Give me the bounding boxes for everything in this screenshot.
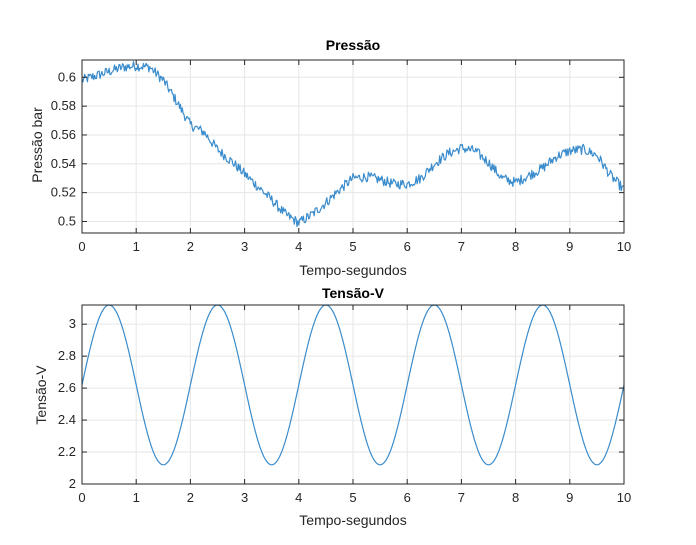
voltage-y-tick-label: 2.8 <box>58 348 76 363</box>
pressure-x-tick-label: 7 <box>458 239 465 254</box>
pressure-x-tick-label: 5 <box>349 239 356 254</box>
voltage-x-tick-label: 4 <box>295 490 302 505</box>
voltage-x-tick-label: 7 <box>458 490 465 505</box>
pressure-chart-title: Pressão <box>326 37 380 53</box>
pressure-series-line <box>81 60 625 228</box>
pressure-x-tick-label: 10 <box>617 239 631 254</box>
voltage-x-tick-label: 10 <box>617 490 631 505</box>
pressure-y-tick-label: 0.52 <box>51 185 76 200</box>
voltage-y-tick-label: 2 <box>69 476 76 491</box>
voltage-x-tick-label: 0 <box>78 490 85 505</box>
pressure-y-tick-label: 0.54 <box>51 156 76 171</box>
voltage-y-tick-label: 2.6 <box>58 380 76 395</box>
pressure-x-tick-label: 3 <box>241 239 248 254</box>
voltage-x-tick-label: 9 <box>566 490 573 505</box>
voltage-x-tick-label: 8 <box>512 490 519 505</box>
pressure-x-tick-label: 1 <box>133 239 140 254</box>
pressure-x-tick-label: 8 <box>512 239 519 254</box>
voltage-chart-title: Tensão-V <box>322 285 385 301</box>
voltage-y-axis-label: Tensão-V <box>33 365 49 425</box>
voltage-x-axis-label: Tempo-segundos <box>299 512 406 528</box>
pressure-y-tick-label: 0.56 <box>51 127 76 142</box>
voltage-x-tick-label: 5 <box>349 490 356 505</box>
pressure-x-axis-label: Tempo-segundos <box>299 262 406 278</box>
voltage-series-line <box>81 304 625 466</box>
pressure-y-tick-label: 0.6 <box>58 69 76 84</box>
pressure-x-tick-label: 4 <box>295 239 302 254</box>
voltage-x-tick-label: 3 <box>241 490 248 505</box>
pressure-x-tick-label: 2 <box>187 239 194 254</box>
voltage-x-tick-label: 1 <box>133 490 140 505</box>
pressure-x-tick-label: 9 <box>566 239 573 254</box>
voltage-x-tick-label: 2 <box>187 490 194 505</box>
voltage-subplot: Tensão-V Tempo-segundos Tensão-V 0 1 2 3 4 5 6… <box>33 285 631 528</box>
pressure-x-tick-label: 0 <box>78 239 85 254</box>
voltage-y-tick-label: 2.2 <box>58 444 76 459</box>
voltage-y-tick-label: 2.4 <box>58 412 76 427</box>
voltage-x-tick-label: 6 <box>404 490 411 505</box>
pressure-x-tick-label: 6 <box>404 239 411 254</box>
pressure-subplot: Pressão Tempo-segundos Pressão bar 0 1 2 3 4… <box>29 37 631 278</box>
voltage-y-tick-label: 3 <box>69 316 76 331</box>
pressure-y-tick-label: 0.5 <box>58 213 76 228</box>
pressure-y-axis-label: Pressão bar <box>29 107 45 183</box>
pressure-y-tick-label: 0.58 <box>51 98 76 113</box>
